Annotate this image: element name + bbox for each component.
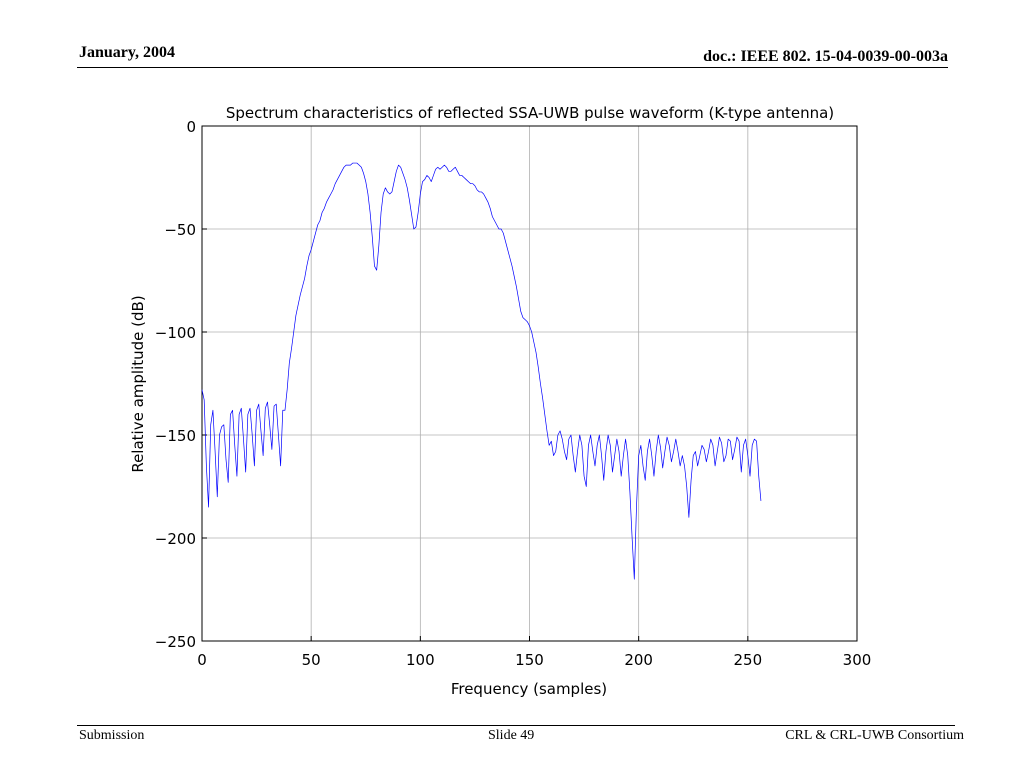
footer-submission: Submission bbox=[79, 728, 145, 743]
y-tick-label: −50 bbox=[164, 221, 196, 239]
y-tick-label: −200 bbox=[155, 530, 196, 548]
x-tick-label: 200 bbox=[624, 651, 653, 669]
x-tick-label: 150 bbox=[515, 651, 544, 669]
header-date: January, 2004 bbox=[79, 44, 176, 61]
y-tick-label: −100 bbox=[155, 324, 196, 342]
series-layer bbox=[201, 162, 762, 580]
plot-area-frame bbox=[201, 125, 858, 642]
footer-rule bbox=[77, 725, 955, 726]
axis-ticks: 0 50 100 150 200 250 300 0 −50 −100 −150 −200 −250 bbox=[155, 118, 872, 669]
x-tick-label: 0 bbox=[197, 651, 207, 669]
y-tick-label: 0 bbox=[186, 118, 196, 136]
x-axis-label: Frequency (samples) bbox=[451, 680, 607, 698]
x-tick-label: 100 bbox=[406, 651, 435, 669]
x-tick-label: 50 bbox=[302, 651, 321, 669]
y-tick-label: −150 bbox=[155, 427, 196, 445]
footer-consortium: CRL & CRL-UWB Consortium bbox=[785, 728, 964, 743]
y-tick-label: −250 bbox=[155, 633, 196, 651]
header-rule bbox=[77, 67, 948, 68]
chart-title: Spectrum characteristics of reflected SS… bbox=[226, 104, 834, 122]
header-doc-id: doc.: IEEE 802. 15-04-0039-00-003a bbox=[703, 48, 948, 65]
series-line bbox=[201, 162, 762, 580]
footer-slide-number: Slide 49 bbox=[488, 728, 535, 743]
y-axis-label: Relative amplitude (dB) bbox=[129, 295, 147, 472]
x-tick-label: 300 bbox=[843, 651, 872, 669]
grid-lines bbox=[202, 126, 857, 641]
x-tick-label: 250 bbox=[734, 651, 763, 669]
